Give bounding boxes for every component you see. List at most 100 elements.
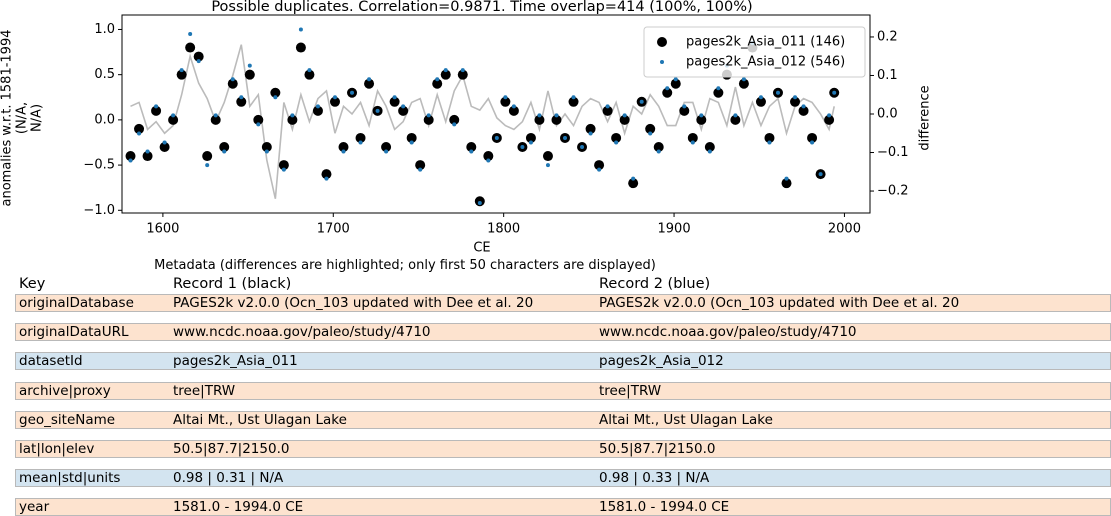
scatter-point	[648, 131, 653, 136]
scatter-point	[440, 69, 451, 80]
scatter-point	[682, 104, 687, 109]
legend-marker	[660, 60, 664, 64]
scatter-point	[443, 68, 448, 73]
table-caption: Metadata (differences are highlighted; o…	[154, 258, 656, 273]
y-tick-label: 0.5	[94, 67, 115, 82]
scatter-point	[790, 96, 801, 107]
scatter-point	[338, 142, 349, 152]
scatter-point	[563, 135, 568, 140]
scatter-point	[304, 69, 315, 80]
y2-tick-label: 0.0	[877, 107, 898, 122]
scatter-point	[281, 167, 286, 172]
scatter-point	[205, 163, 210, 168]
scatter-point	[409, 140, 414, 145]
scatter-point	[185, 42, 196, 53]
scatter-point	[477, 201, 482, 206]
scatter-point	[597, 167, 602, 172]
table-cell: 0.98 | 0.31 | N/A	[173, 470, 284, 487]
scatter-point	[605, 104, 610, 109]
scatter-point	[188, 31, 193, 36]
scatter-point	[193, 51, 204, 62]
scatter-point	[494, 135, 499, 140]
scatter-point	[534, 114, 545, 125]
table-cell: year	[19, 499, 50, 516]
scatter-point	[656, 149, 661, 154]
scatter-point	[341, 149, 346, 154]
table-cell: originalDatabase	[19, 295, 134, 311]
scatter-point	[551, 114, 562, 125]
scatter-point	[321, 169, 332, 180]
table-header: Record 2 (blue)	[599, 276, 711, 292]
scatter-point	[673, 77, 678, 82]
scatter-point	[159, 142, 170, 152]
scatter-point	[713, 87, 724, 98]
scatter-point	[355, 132, 366, 143]
scatter-point	[568, 96, 579, 107]
scatter-point	[247, 63, 252, 68]
y-axis-label: anomalies w.r.t. 1581-1994	[0, 30, 15, 207]
scatter-point	[381, 142, 392, 152]
scatter-point	[588, 131, 593, 136]
scatter-point	[287, 114, 298, 125]
scatter-point	[687, 132, 698, 143]
scatter-point	[460, 68, 465, 73]
scatter-point	[645, 123, 656, 134]
scatter-point	[236, 96, 247, 107]
table-cell: pages2k_Asia_012	[599, 353, 724, 370]
scatter-point	[670, 78, 681, 89]
scatter-point	[398, 105, 409, 116]
y-tick-label: −1.0	[83, 203, 115, 218]
chart: Possible duplicates. Correlation=0.9871.…	[0, 0, 933, 256]
difference-line	[130, 44, 835, 199]
scatter-point	[151, 105, 162, 116]
scatter-point	[508, 105, 519, 116]
scatter-point	[602, 105, 613, 116]
table-cell: 0.98 | 0.33 | N/A	[599, 470, 710, 487]
scatter-point	[690, 140, 695, 145]
scatter-point	[415, 160, 426, 171]
scatter-point	[307, 68, 312, 73]
scatter-point	[611, 132, 622, 143]
scatter-point	[827, 113, 832, 118]
scatter-point	[179, 68, 184, 73]
scatter-point	[315, 104, 320, 109]
scatter-point	[619, 114, 630, 125]
scatter-point	[733, 113, 738, 118]
table-cell: PAGES2k v2.0.0 (Ocn_103 updated with Dee…	[599, 295, 960, 311]
scatter-point	[290, 113, 295, 118]
scatter-point	[554, 113, 559, 118]
scatter-point	[210, 114, 221, 125]
table-cell: geo_siteName	[19, 411, 116, 428]
scatter-point	[545, 163, 550, 168]
table-cell: Altai Mt., Ust Ulagan Lake	[173, 411, 347, 428]
scatter-point	[329, 96, 340, 107]
table-cell: pages2k_Asia_011	[173, 353, 298, 370]
scatter-point	[418, 167, 423, 172]
scatter-point	[699, 113, 704, 118]
scatter-point	[457, 69, 468, 80]
scatter-point	[810, 140, 815, 145]
scatter-point	[384, 149, 389, 154]
scatter-point	[154, 104, 159, 109]
scatter-point	[730, 114, 741, 125]
scatter-point	[716, 86, 721, 91]
table-cell: tree|TRW	[599, 382, 662, 399]
scatter-point	[230, 77, 235, 82]
scatter-point	[278, 160, 289, 171]
scatter-point	[469, 149, 474, 154]
table-cell: 50.5|87.7|2150.0	[599, 441, 716, 457]
scatter-point	[222, 149, 227, 154]
scatter-point	[483, 151, 494, 162]
scatter-point	[679, 105, 690, 116]
scatter-point	[125, 151, 136, 162]
plot-frame	[121, 14, 871, 214]
scatter-point	[704, 142, 715, 152]
legend-box	[643, 26, 866, 78]
y-axis-label: N/A)	[30, 104, 45, 132]
scatter-point	[312, 105, 323, 116]
scatter-point	[622, 113, 627, 118]
scatter-point	[392, 95, 397, 100]
scatter-point	[134, 123, 145, 134]
